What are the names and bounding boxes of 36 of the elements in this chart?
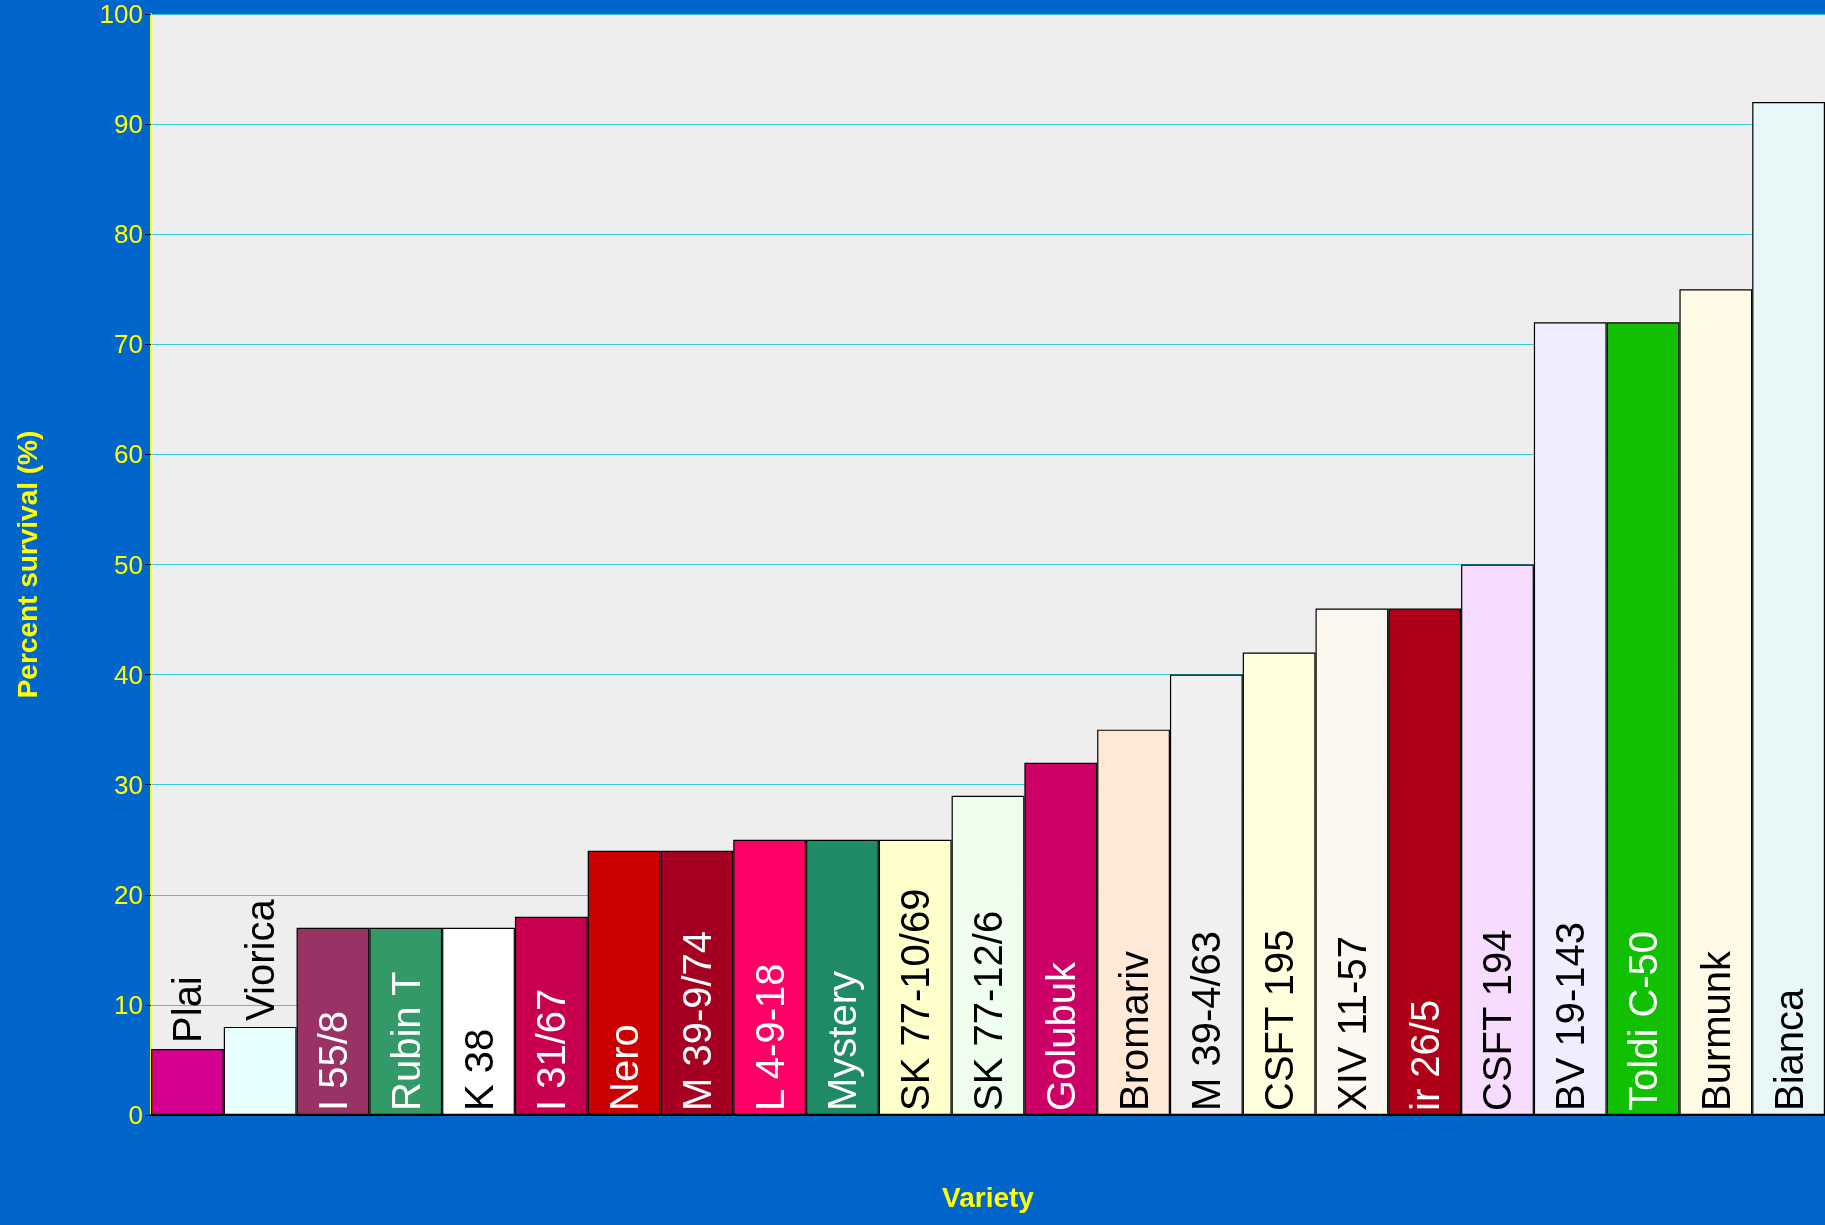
x-tick-label: K 38 — [456, 1028, 501, 1111]
y-tick-label: 100 — [99, 0, 143, 29]
x-tick-label: BV 19-143 — [1548, 921, 1593, 1111]
y-tick-label: 90 — [114, 109, 143, 140]
x-tick-label: SK 77-12/6 — [966, 910, 1010, 1111]
x-tick-label: I 31/67 — [529, 988, 574, 1111]
x-tick-label: M 39-9/74 — [674, 930, 719, 1111]
x-tick-label: Nero — [602, 1024, 647, 1111]
y-tick-label: 20 — [114, 879, 143, 910]
x-tick-label: SK 77-10/69 — [893, 888, 938, 1111]
x-tick-label: Viorica — [238, 898, 283, 1021]
x-tick-label: Burmunk — [1693, 949, 1738, 1111]
x-axis-title: Variety — [942, 1181, 1035, 1213]
x-tick-label: I 55/8 — [310, 1010, 355, 1111]
x-tick-label: Mystery — [820, 971, 865, 1111]
y-tick-label: 10 — [114, 989, 143, 1020]
x-tick-label: M 39-4/63 — [1184, 930, 1229, 1111]
x-tick-label: CSFT 195 — [1257, 929, 1302, 1111]
y-tick-label: 30 — [114, 769, 143, 800]
y-tick-label: 0 — [128, 1100, 143, 1130]
x-tick-label: Toldi C-50 — [1621, 930, 1666, 1111]
y-tick-label: 70 — [114, 329, 143, 360]
y-tick-label: 80 — [114, 219, 143, 250]
x-tick-label: Plai — [165, 976, 210, 1043]
y-axis-title: Percent survival (%) — [11, 430, 43, 699]
x-tick-label: L 4-9-18 — [747, 963, 792, 1111]
y-tick-label: 50 — [114, 549, 143, 580]
x-tick-label: ir 26/5 — [1402, 999, 1447, 1111]
x-tick-label: Bromariv — [1111, 950, 1156, 1111]
y-tick-label: 40 — [114, 659, 143, 690]
x-tick-label: Golubuk — [1038, 961, 1083, 1111]
x-tick-label: Bianca — [1766, 987, 1811, 1111]
x-tick-label: XIV 11-57 — [1329, 936, 1374, 1111]
x-tick-label: CSFT 194 — [1475, 929, 1520, 1111]
x-tick-label: Rubin T — [383, 971, 428, 1111]
y-tick-label: 60 — [114, 439, 143, 470]
